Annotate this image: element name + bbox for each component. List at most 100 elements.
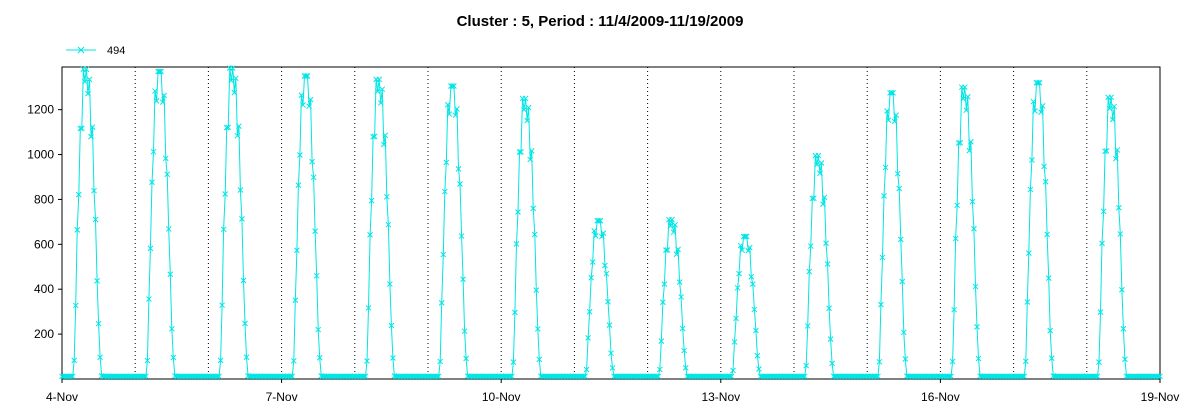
data-point-marker (681, 347, 688, 354)
data-point-marker (878, 301, 884, 308)
data-point-marker (530, 205, 537, 212)
data-point-marker (292, 297, 299, 304)
data-point-marker (753, 327, 759, 334)
data-point-marker (817, 170, 823, 177)
data-point-marker (592, 233, 599, 239)
data-point-marker (229, 65, 236, 71)
data-point-marker (737, 242, 744, 249)
data-point-marker (676, 279, 683, 285)
data-point-marker (165, 226, 172, 232)
data-point-marker (146, 296, 152, 302)
data-point-marker (94, 278, 100, 284)
data-point-marker (585, 335, 591, 341)
data-point-marker (1042, 178, 1049, 185)
data-point-marker (217, 357, 224, 364)
data-point-marker (167, 271, 174, 278)
data-point-marker (364, 358, 370, 364)
data-point-marker (78, 125, 85, 132)
data-point-marker (446, 111, 453, 117)
data-point-marker (820, 201, 826, 208)
y-tick-label: 1000 (27, 148, 54, 162)
data-point-marker (449, 83, 456, 89)
data-point-marker (460, 276, 466, 283)
data-point-marker (1100, 208, 1107, 215)
data-point-marker (891, 118, 898, 125)
data-point-marker (896, 185, 903, 192)
plot-frame (61, 66, 1161, 380)
data-point-marker (231, 89, 238, 96)
chart-title: Cluster : 5, Period : 11/4/2009-11/19/20… (457, 13, 744, 30)
data-point-marker (606, 322, 613, 328)
data-point-marker (164, 171, 171, 178)
data-point-marker (365, 304, 372, 311)
y-axis: 200 400 600 800 1000 1200 (27, 103, 62, 341)
data-point-marker (518, 148, 524, 155)
data-point-marker (972, 283, 979, 290)
data-point-marker (216, 373, 222, 380)
data-point-marker (236, 123, 242, 130)
data-point-marker (509, 373, 515, 380)
data-point-marker (161, 92, 168, 99)
data-point-marker (897, 236, 904, 243)
data-point-marker (74, 226, 81, 233)
data-point-marker (963, 107, 970, 114)
y-tick-label: 600 (34, 237, 54, 251)
data-point-marker (371, 133, 378, 140)
data-point-marker (452, 112, 459, 119)
data-point-marker (83, 66, 90, 73)
data-point-marker (300, 102, 306, 108)
data-point-marker (516, 149, 523, 156)
data-point-marker (731, 339, 738, 345)
data-point-marker (97, 354, 103, 361)
data-point-marker (385, 221, 392, 228)
data-point-marker (955, 140, 962, 146)
data-point-marker (739, 247, 746, 253)
data-point-marker (507, 373, 514, 380)
data-point-marker (742, 233, 749, 240)
series-line-494 (62, 68, 1160, 377)
data-point-marker (821, 194, 828, 201)
data-point-marker (598, 233, 605, 240)
data-point-marker (239, 216, 245, 222)
data-point-marker (975, 355, 982, 362)
data-point-marker (72, 302, 79, 309)
data-point-marker (95, 320, 102, 327)
data-point-marker (153, 98, 160, 104)
data-point-marker (829, 360, 835, 367)
data-point-marker (672, 222, 678, 228)
data-point-marker (653, 373, 660, 380)
data-point-marker (609, 365, 616, 371)
data-point-marker (298, 92, 305, 99)
data-point-marker (374, 88, 381, 95)
y-tick-label: 200 (34, 327, 54, 341)
x-tick-label: 4-Nov (46, 390, 78, 404)
data-point-marker (225, 124, 232, 131)
data-point-marker (591, 227, 598, 234)
data-point-marker (968, 138, 974, 145)
data-point-marker (749, 281, 756, 287)
data-point-marker (659, 299, 666, 306)
data-point-marker (893, 112, 900, 119)
x-tick-label: 19-Nov (1141, 390, 1180, 404)
data-point-marker (818, 160, 825, 166)
data-point-marker (91, 187, 97, 194)
data-point-marker (881, 193, 887, 199)
data-point-marker (824, 261, 831, 267)
data-point-marker (512, 309, 518, 316)
data-point-marker (228, 77, 235, 84)
data-point-marker (219, 302, 225, 309)
data-point-marker (515, 209, 521, 215)
data-point-marker (454, 106, 460, 112)
data-point-marker (1021, 373, 1028, 380)
data-point-marker (814, 161, 820, 168)
data-point-marker (608, 350, 614, 357)
data-point-marker (162, 155, 169, 162)
data-point-marker (150, 148, 157, 155)
data-point-marker (75, 191, 82, 198)
data-point-marker (158, 68, 164, 75)
data-point-marker (1027, 186, 1034, 193)
data-point-marker (969, 198, 976, 205)
data-point-marker (383, 193, 390, 200)
data-point-marker (71, 357, 78, 364)
